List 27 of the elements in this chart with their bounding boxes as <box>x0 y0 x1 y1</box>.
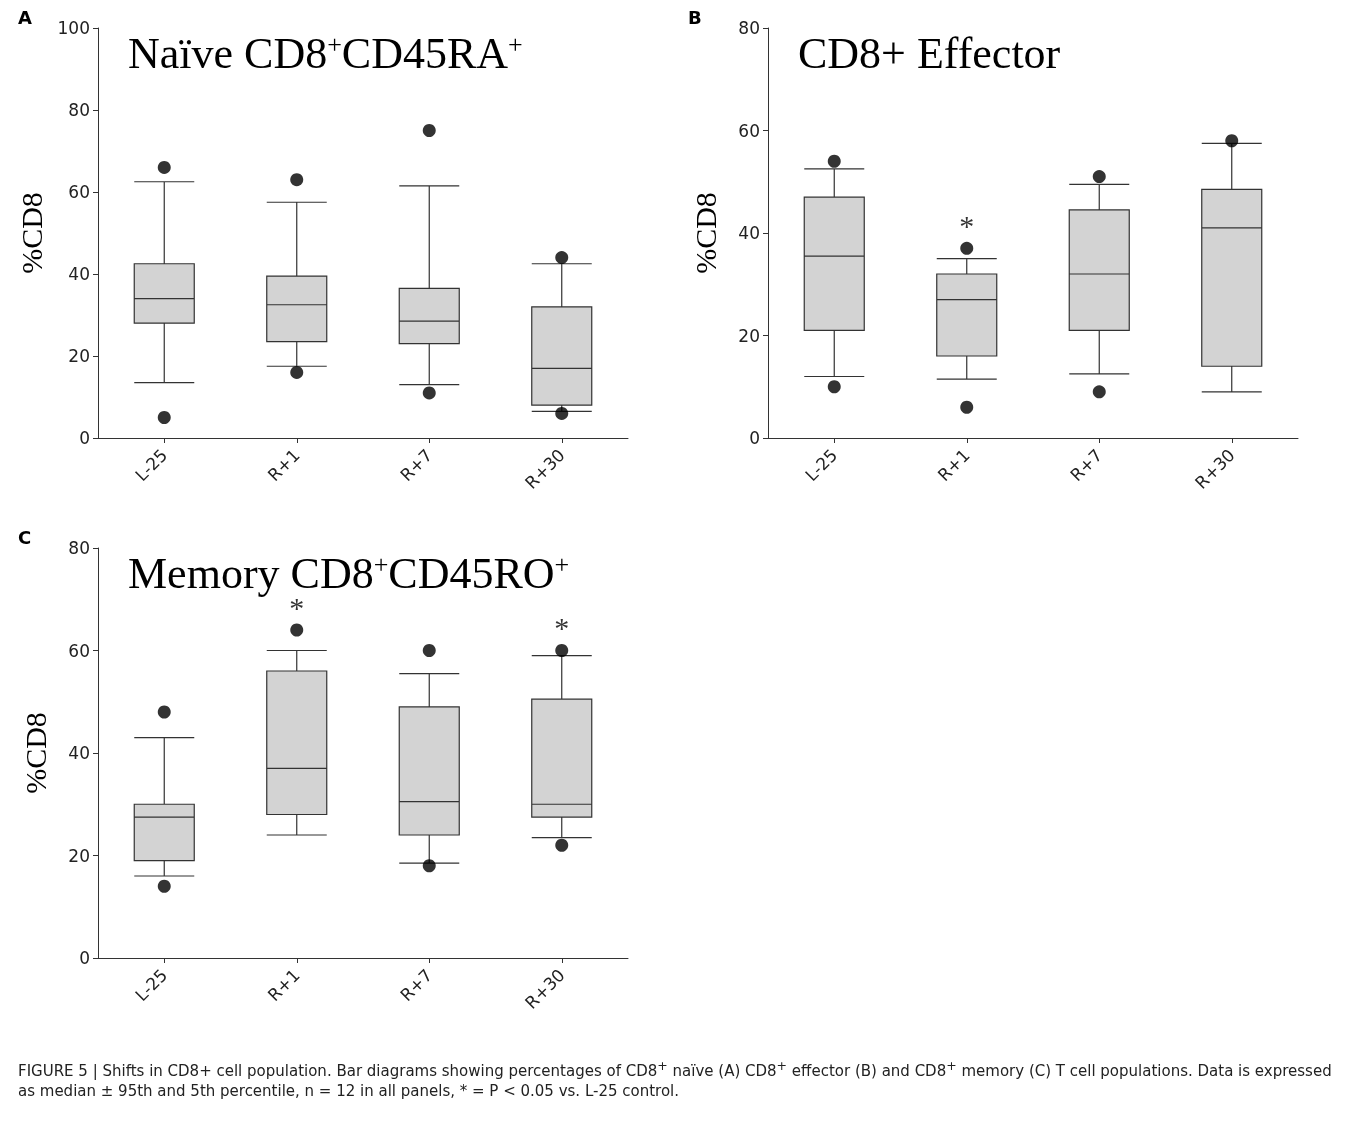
y-axis-title: %CD8 <box>18 712 52 794</box>
y-tick-label: 80 <box>68 100 90 120</box>
y-tick-label: 40 <box>68 264 90 284</box>
y-tick-label: 0 <box>79 428 90 448</box>
y-tick-label: 0 <box>749 428 760 448</box>
chart-title: CD8+ Effector <box>798 28 1061 78</box>
text: A <box>18 6 32 28</box>
y-tick-label: 20 <box>68 346 90 366</box>
text: B <box>688 6 702 28</box>
y-tick-label: 20 <box>68 845 90 866</box>
annotation: * <box>554 611 570 644</box>
y-tick-label: 80 <box>68 538 90 558</box>
y-tick-label: 60 <box>68 182 90 202</box>
text: C <box>18 526 32 548</box>
text: FIGURE 5 | Shifts in CD8+ cell population. Bar diagrams showing percentages of CD8$^{+}$ naïve (A) CD8$^{+}$ effector (B) and CD8$^{+}$ memory (C) T cell populations. Data is expressed as median ± 95th and 5th percentile, n = 12 in all panels, * = P < 0.05 vs. L-25 control. <box>18 1058 1332 1100</box>
y-tick-label: 40 <box>68 743 90 763</box>
y-axis-title: %CD8 <box>15 192 49 274</box>
y-tick-label: 80 <box>738 18 760 38</box>
y-tick-label: 0 <box>79 948 90 968</box>
y-tick-label: 100 <box>57 18 90 38</box>
y-tick-label: 40 <box>738 223 760 243</box>
y-tick-label: 60 <box>738 120 760 141</box>
y-tick-label: 20 <box>738 325 760 346</box>
y-tick-label: 60 <box>68 640 90 661</box>
y-axis-title: %CD8 <box>688 192 722 274</box>
chart-title: Naïve CD8+CD45RA+ <box>128 28 523 78</box>
annotation: * <box>959 208 975 242</box>
